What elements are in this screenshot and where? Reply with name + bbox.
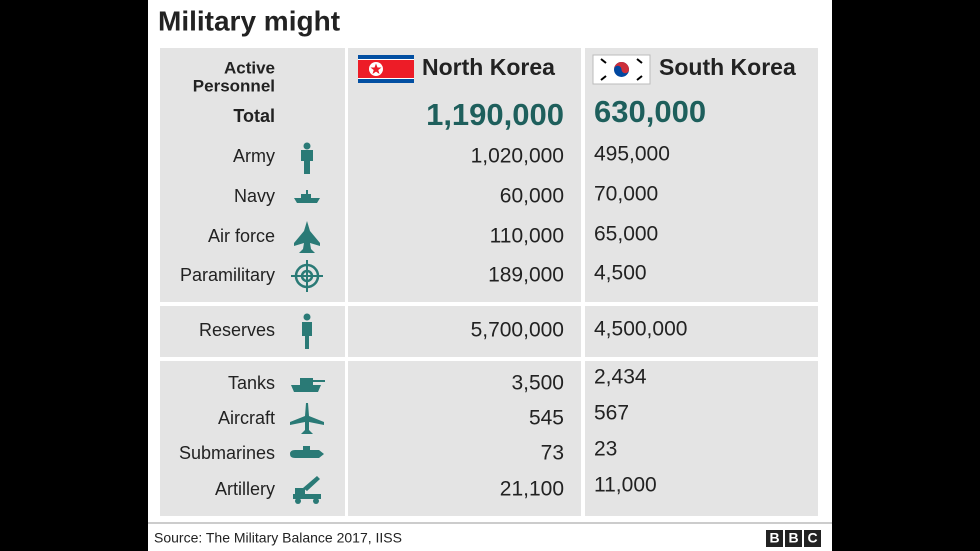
column-label: Personnel — [193, 76, 275, 95]
sk-flag — [592, 54, 651, 85]
row-label: Aircraft — [218, 408, 275, 428]
nk-value: 21,100 — [500, 478, 564, 501]
row-icon — [293, 476, 321, 504]
logo-letter: B — [788, 530, 798, 546]
sk-value: 2,434 — [594, 366, 647, 389]
nk-flag — [358, 55, 414, 83]
row-label: Artillery — [215, 479, 275, 499]
nk-value: 3,500 — [511, 372, 564, 395]
column-header: North Korea — [422, 54, 555, 80]
sk-value: 567 — [594, 402, 629, 425]
row-label: Army — [233, 146, 275, 166]
cell — [160, 306, 345, 357]
icon — [301, 150, 313, 174]
icon — [290, 446, 324, 458]
icon — [291, 378, 325, 392]
icon — [290, 403, 324, 434]
row-icon — [290, 446, 324, 458]
column-label: Active — [224, 58, 275, 77]
nk-value: 1,020,000 — [471, 145, 564, 168]
nk-value: 5,700,000 — [471, 319, 564, 342]
nk-value: 189,000 — [488, 264, 564, 287]
logo-box — [766, 530, 783, 547]
cell — [160, 48, 345, 302]
cell — [585, 48, 818, 302]
icon — [294, 221, 320, 253]
cell — [585, 361, 818, 516]
logo-letter: C — [807, 530, 817, 546]
sk-value: 495,000 — [594, 143, 670, 166]
sk-value: 70,000 — [594, 183, 658, 206]
sk-value: 11,000 — [594, 474, 657, 497]
nk-value: 545 — [529, 407, 564, 430]
icon — [302, 322, 312, 349]
cell — [585, 306, 818, 357]
row-icon — [294, 221, 320, 253]
row-icon — [294, 190, 320, 203]
row-icon — [302, 313, 312, 349]
cell — [348, 306, 581, 357]
icon — [303, 142, 311, 150]
row-label: Air force — [208, 226, 275, 246]
icon — [291, 260, 323, 292]
rows: Army 1,020,000 495,000 Navy 60,000 70,000 Air … — [179, 142, 821, 547]
cell — [348, 361, 581, 516]
icon — [313, 498, 319, 504]
row-label: Total — [233, 106, 275, 126]
sk-value: 4,500,000 — [594, 318, 687, 341]
row-label: Paramilitary — [180, 265, 275, 285]
row-label: Tanks — [228, 373, 275, 393]
logo-letter: B — [769, 530, 779, 546]
row-icon — [290, 403, 324, 434]
row-label: Submarines — [179, 443, 275, 463]
icon — [293, 476, 321, 499]
nk-value: 110,000 — [490, 225, 564, 248]
row-label: Reserves — [199, 320, 275, 340]
sk-value: 65,000 — [594, 223, 658, 246]
icon — [294, 190, 320, 203]
logo-box — [785, 530, 802, 547]
row-icon — [291, 260, 323, 292]
row-label: Navy — [234, 186, 275, 206]
nk-value: 73 — [541, 442, 564, 465]
row-icon — [301, 142, 313, 174]
title: Military might — [158, 5, 340, 36]
total-value: 1,190,000 — [426, 97, 564, 132]
sk-value: 23 — [594, 438, 617, 461]
sk-value: 4,500 — [594, 262, 647, 285]
row-icon — [291, 378, 325, 392]
logo-box — [804, 530, 821, 547]
source: Source: The Military Balance 2017, IISS — [154, 530, 402, 546]
icon — [295, 498, 301, 504]
total-value: 630,000 — [594, 94, 706, 129]
column-header: South Korea — [659, 54, 796, 80]
icon — [303, 313, 311, 321]
nk-value: 60,000 — [500, 185, 564, 208]
cell — [348, 48, 581, 302]
